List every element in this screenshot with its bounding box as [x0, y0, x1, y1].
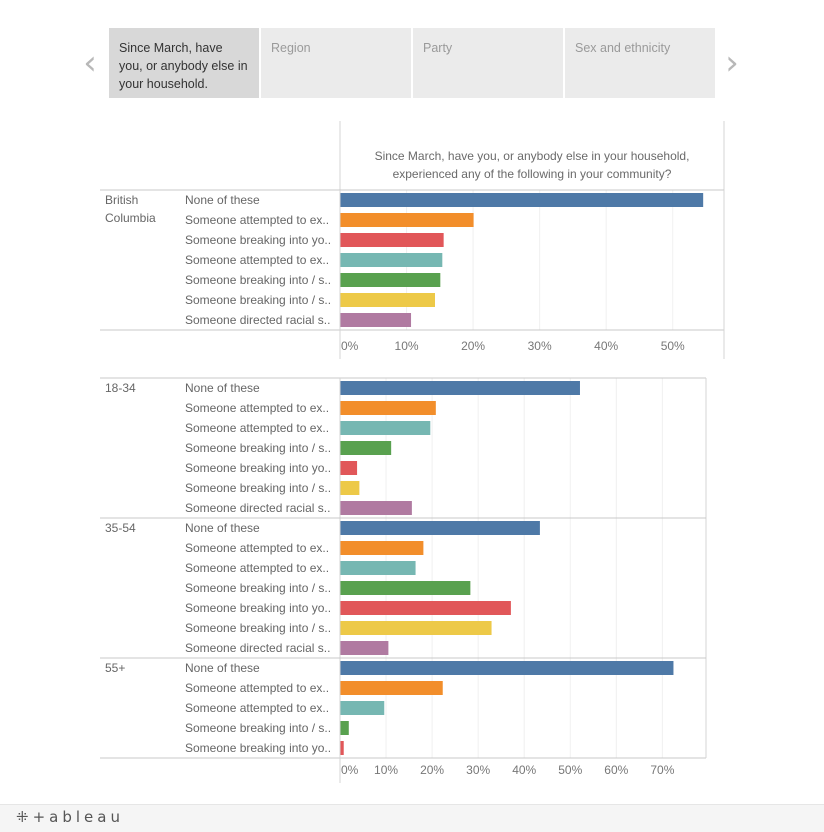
x-tick-label: 30%: [466, 763, 490, 777]
group-label: Columbia: [105, 211, 156, 225]
x-tick-label: 50%: [661, 339, 685, 353]
bar: [340, 193, 704, 207]
bar-category-label: Someone directed racial s..: [185, 501, 330, 515]
group-label: 18-34: [105, 381, 136, 395]
group-label: 55+: [105, 661, 125, 675]
bar: [340, 601, 511, 615]
story-point-party[interactable]: Party: [413, 28, 563, 98]
x-tick-label: 50%: [558, 763, 582, 777]
chevron-right-icon[interactable]: ›: [725, 43, 739, 83]
bar-category-label: None of these: [185, 381, 260, 395]
chevron-left-icon[interactable]: ‹: [83, 43, 97, 83]
bar-category-label: Someone directed racial s..: [185, 641, 330, 655]
bar-category-label: Someone attempted to ex..: [185, 421, 329, 435]
bar: [340, 641, 389, 655]
bar-category-label: Someone attempted to ex..: [185, 213, 329, 227]
x-tick-label: 0%: [341, 339, 359, 353]
bar: [340, 501, 412, 515]
x-tick-label: 40%: [512, 763, 536, 777]
bar: [340, 213, 474, 227]
bar: [340, 701, 385, 715]
bar: [340, 441, 392, 455]
bar-category-label: Someone breaking into yo..: [185, 461, 331, 475]
bar: [340, 521, 540, 535]
x-tick-label: 60%: [604, 763, 628, 777]
bar-category-label: Someone attempted to ex..: [185, 541, 329, 555]
story-navigator: ‹ Since March, have you, or anybody else…: [80, 28, 744, 98]
bar-category-label: None of these: [185, 521, 260, 535]
bar: [340, 293, 435, 307]
bar: [340, 421, 431, 435]
bar: [340, 581, 471, 595]
bar: [340, 461, 358, 475]
bar-category-label: Someone breaking into / s..: [185, 721, 331, 735]
bar-category-label: Someone attempted to ex..: [185, 701, 329, 715]
bar-category-label: None of these: [185, 661, 260, 675]
x-tick-label: 10%: [374, 763, 398, 777]
bar-category-label: Someone attempted to ex..: [185, 253, 329, 267]
bar-category-label: Someone breaking into / s..: [185, 441, 331, 455]
bar: [340, 273, 441, 287]
bar: [340, 561, 416, 575]
bar: [340, 401, 436, 415]
bar-category-label: Someone breaking into yo..: [185, 601, 331, 615]
chart-title-line-2: experienced any of the following in your…: [393, 167, 672, 181]
bar: [340, 681, 443, 695]
bar-category-label: Someone breaking into yo..: [185, 741, 331, 755]
x-tick-label: 20%: [420, 763, 444, 777]
bar: [340, 313, 412, 327]
bar: [340, 621, 492, 635]
story-point-region[interactable]: Region: [261, 28, 411, 98]
bar: [340, 481, 360, 495]
group-label: British: [105, 193, 138, 207]
bar-category-label: None of these: [185, 193, 260, 207]
bar-category-label: Someone attempted to ex..: [185, 561, 329, 575]
footer-toolbar: ⁜+ableau: [0, 804, 824, 832]
chart-title-line-1: Since March, have you, or anybody else i…: [375, 149, 690, 163]
bar: [340, 381, 580, 395]
bar-category-label: Someone breaking into / s..: [185, 581, 331, 595]
x-tick-label: 70%: [650, 763, 674, 777]
x-tick-label: 10%: [395, 339, 419, 353]
x-tick-label: 0%: [341, 763, 359, 777]
bar-category-label: Someone breaking into yo..: [185, 233, 331, 247]
x-tick-label: 40%: [594, 339, 618, 353]
bar-category-label: Someone breaking into / s..: [185, 621, 331, 635]
bar: [340, 661, 674, 675]
x-tick-label: 20%: [461, 339, 485, 353]
bar-category-label: Someone attempted to ex..: [185, 401, 329, 415]
x-tick-label: 30%: [528, 339, 552, 353]
bar: [340, 253, 443, 267]
bar-category-label: Someone directed racial s..: [185, 313, 330, 327]
story-point-sex-ethnicity[interactable]: Sex and ethnicity: [565, 28, 715, 98]
story-point-1[interactable]: Since March, have you, or anybody else i…: [109, 28, 259, 98]
bar: [340, 721, 349, 735]
bar: [340, 741, 344, 755]
bar-category-label: Someone breaking into / s..: [185, 273, 331, 287]
bar: [340, 541, 424, 555]
bar-category-label: Someone breaking into / s..: [185, 481, 331, 495]
group-label: 35-54: [105, 521, 136, 535]
bar-category-label: Someone attempted to ex..: [185, 681, 329, 695]
bar-category-label: Someone breaking into / s..: [185, 293, 331, 307]
bar: [340, 233, 444, 247]
tableau-logo[interactable]: ⁜+ableau: [16, 808, 124, 826]
